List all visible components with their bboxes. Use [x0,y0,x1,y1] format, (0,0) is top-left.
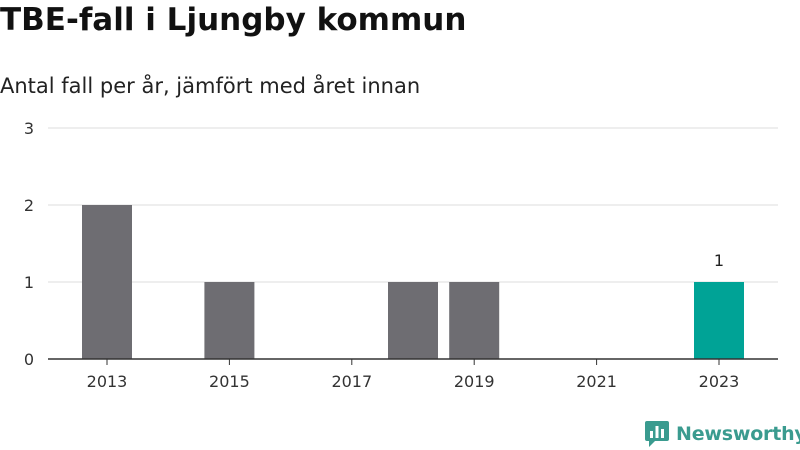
y-tick-label: 1 [24,273,34,292]
x-tick-label: 2015 [209,372,250,391]
bar-2023 [694,282,744,359]
x-tick-label: 2019 [454,372,495,391]
grid-lines [48,127,778,283]
x-tick-label: 2017 [331,372,372,391]
x-tick-label: 2023 [699,372,740,391]
chart-title: TBE-fall i Ljungby kommun [0,2,467,38]
bar-2019 [449,282,500,359]
y-tick-label: 0 [24,350,34,369]
data-label: 1 [714,251,724,270]
axes [48,358,778,365]
chart-subtitle: Antal fall per år, jämfört med året inna… [0,74,421,98]
y-tick-label: 3 [24,119,34,138]
bar-2015 [204,282,255,359]
bars [82,205,744,359]
newsworthy-logo-icon [645,421,669,447]
x-tick-label: 2013 [87,372,128,391]
y-tick-label: 2 [24,196,34,215]
x-tick-label: 2021 [576,372,617,391]
bar-2013 [82,205,132,359]
labels: 0 1 2 3 2013 2015 2017 2019 2021 2023 1 [24,119,740,391]
newsworthy-logo: Newsworthy [644,419,800,449]
brand-name: Newsworthy [676,423,800,445]
bar-2018 [388,282,438,359]
bar-chart: 0 1 2 3 2013 2015 2017 2019 2021 2023 1 [24,119,778,391]
